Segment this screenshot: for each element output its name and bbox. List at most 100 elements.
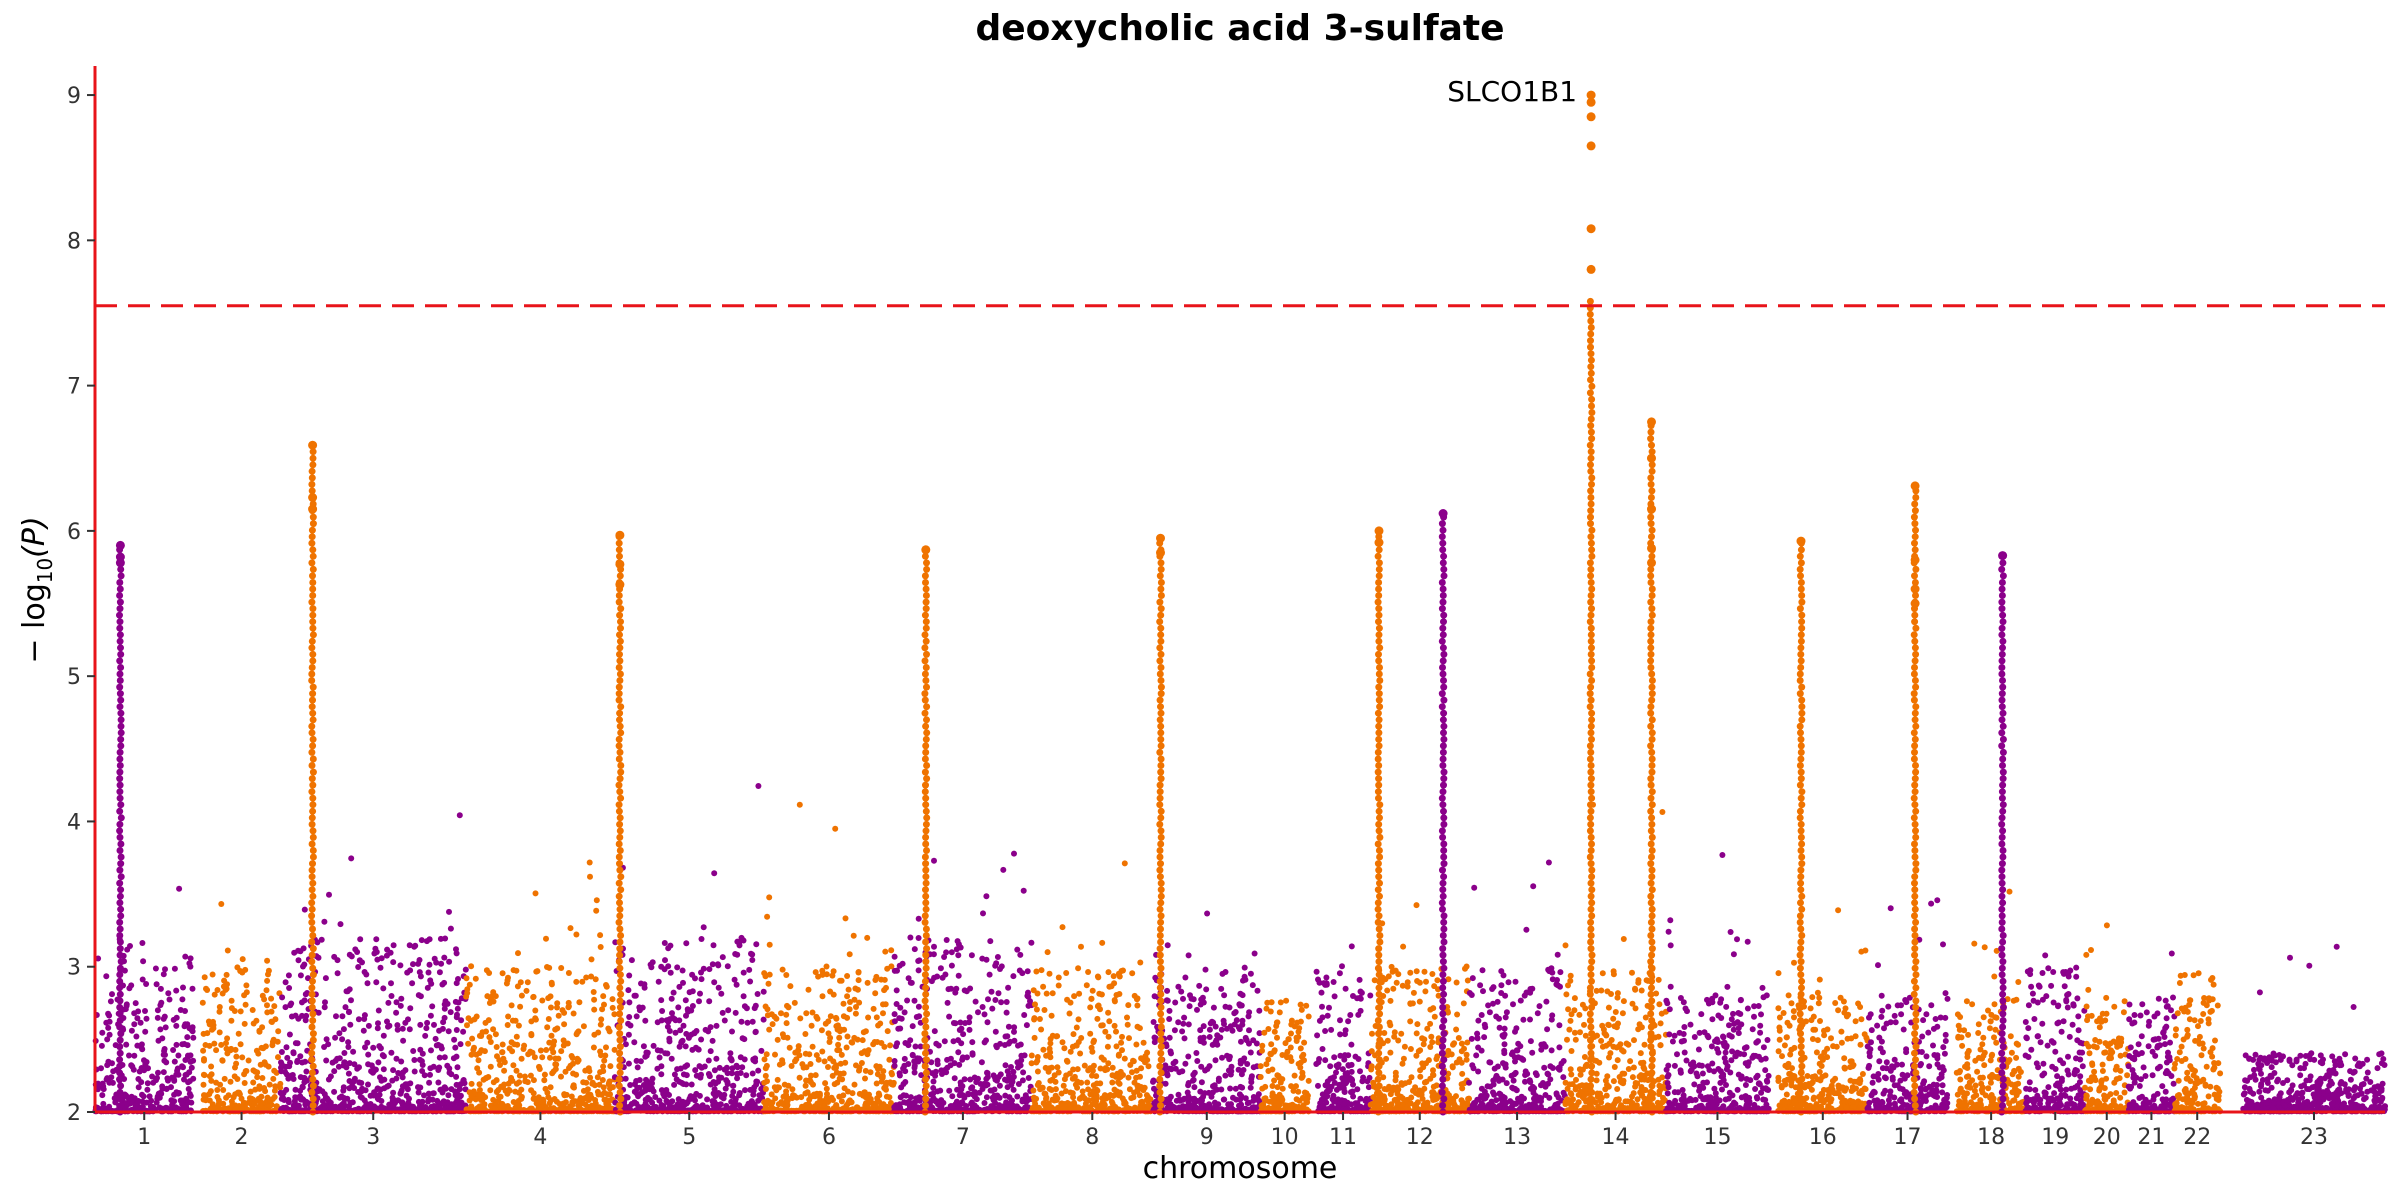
snp-point bbox=[1269, 1066, 1276, 1073]
snp-point bbox=[415, 1089, 422, 1096]
snp-point bbox=[1257, 1063, 1264, 1070]
snp-point bbox=[969, 1050, 976, 1057]
snp-point bbox=[1228, 1063, 1235, 1070]
snp-point bbox=[1262, 1083, 1269, 1090]
snp-point bbox=[153, 981, 160, 988]
snp-point bbox=[494, 1053, 500, 1060]
snp-point bbox=[371, 1089, 378, 1096]
snp-point bbox=[911, 1058, 918, 1065]
snp-point bbox=[1190, 1071, 1197, 1078]
snp-point bbox=[417, 1021, 424, 1028]
snp-point bbox=[983, 893, 990, 900]
snp-point bbox=[419, 1098, 426, 1105]
snp-point bbox=[1003, 1009, 1010, 1016]
snp-point bbox=[160, 971, 167, 978]
snp-point bbox=[732, 1009, 739, 1016]
snp-point bbox=[911, 997, 918, 1004]
snp-point bbox=[1322, 1028, 1329, 1034]
snp-point bbox=[983, 1076, 990, 1082]
snp-point bbox=[795, 1047, 802, 1054]
snp-point bbox=[836, 1047, 843, 1054]
snp-point bbox=[133, 1033, 140, 1040]
snp-point bbox=[991, 1074, 998, 1081]
snp-point bbox=[214, 987, 221, 993]
snp-point bbox=[1166, 1016, 1173, 1022]
snp-point bbox=[1164, 987, 1171, 994]
snp-point bbox=[337, 921, 344, 928]
snp-point bbox=[587, 873, 593, 880]
snp-point bbox=[1326, 1004, 1332, 1011]
snp-point bbox=[640, 1043, 647, 1050]
snp-point bbox=[818, 1027, 825, 1034]
snp-point bbox=[201, 1057, 207, 1064]
snp-point bbox=[662, 957, 668, 964]
snp-point bbox=[1099, 939, 1106, 946]
snp-point bbox=[137, 1019, 144, 1026]
snp-point bbox=[1204, 910, 1211, 917]
snp-point bbox=[1251, 950, 1258, 957]
snp-point bbox=[716, 1064, 723, 1071]
snp-point bbox=[658, 963, 665, 970]
snp-point bbox=[206, 1021, 213, 1028]
snp-point bbox=[669, 1010, 675, 1017]
snp-point bbox=[1367, 992, 1374, 999]
snp-point bbox=[1010, 1068, 1017, 1075]
snp-point bbox=[649, 1099, 656, 1106]
snp-point bbox=[539, 1054, 546, 1061]
snp-point bbox=[390, 959, 397, 966]
snp-point bbox=[729, 1093, 736, 1099]
snp-point bbox=[743, 1005, 750, 1012]
snp-point bbox=[532, 1007, 539, 1014]
snp-point bbox=[171, 1058, 178, 1065]
snp-point bbox=[841, 1026, 848, 1033]
snp-point bbox=[1164, 942, 1171, 949]
snp-point bbox=[162, 1104, 169, 1111]
snp-point bbox=[688, 1031, 695, 1038]
snp-point bbox=[725, 1007, 732, 1014]
snp-point bbox=[827, 1013, 834, 1020]
snp-point bbox=[891, 1058, 898, 1064]
snp-point bbox=[994, 954, 1001, 960]
snp-point bbox=[819, 993, 826, 1000]
snp-point bbox=[931, 1028, 938, 1035]
snp-point bbox=[531, 1054, 538, 1061]
snp-point bbox=[667, 969, 674, 976]
snp-point bbox=[1032, 1105, 1039, 1112]
snp-point bbox=[937, 1087, 944, 1094]
snp-point bbox=[729, 1065, 736, 1072]
snp-point bbox=[282, 1004, 289, 1011]
snp-point bbox=[162, 1024, 169, 1031]
snp-point bbox=[1071, 1073, 1078, 1080]
snp-point bbox=[145, 1065, 151, 1072]
snp-point bbox=[764, 1078, 770, 1085]
snp-point bbox=[138, 1041, 145, 1048]
snp-point bbox=[236, 1091, 243, 1098]
snp-point bbox=[1247, 1049, 1254, 1056]
snp-point bbox=[98, 1065, 104, 1072]
snp-point bbox=[444, 1062, 451, 1069]
snp-point bbox=[656, 1054, 663, 1061]
snp-point bbox=[713, 1055, 720, 1062]
snp-point bbox=[648, 964, 655, 971]
snp-point bbox=[223, 971, 230, 978]
snp-point bbox=[385, 1023, 391, 1030]
snp-point bbox=[832, 825, 839, 832]
snp-point bbox=[1030, 1087, 1037, 1094]
snp-point bbox=[259, 1024, 266, 1031]
snp-point bbox=[1181, 1035, 1188, 1042]
snp-point bbox=[451, 1036, 458, 1043]
snp-point bbox=[510, 1062, 517, 1069]
snp-point bbox=[454, 1091, 461, 1098]
snp-point bbox=[1005, 1023, 1012, 1030]
snp-point bbox=[766, 894, 773, 901]
snp-point bbox=[763, 1062, 770, 1069]
snp-point bbox=[1298, 1006, 1305, 1013]
snp-point bbox=[1212, 1023, 1219, 1030]
snp-point bbox=[466, 1097, 473, 1104]
snp-point bbox=[280, 1104, 287, 1111]
snp-point bbox=[544, 964, 550, 970]
snp-point bbox=[461, 1080, 468, 1087]
snp-point bbox=[783, 972, 790, 978]
snp-point bbox=[377, 964, 384, 971]
snp-point bbox=[153, 1077, 159, 1084]
